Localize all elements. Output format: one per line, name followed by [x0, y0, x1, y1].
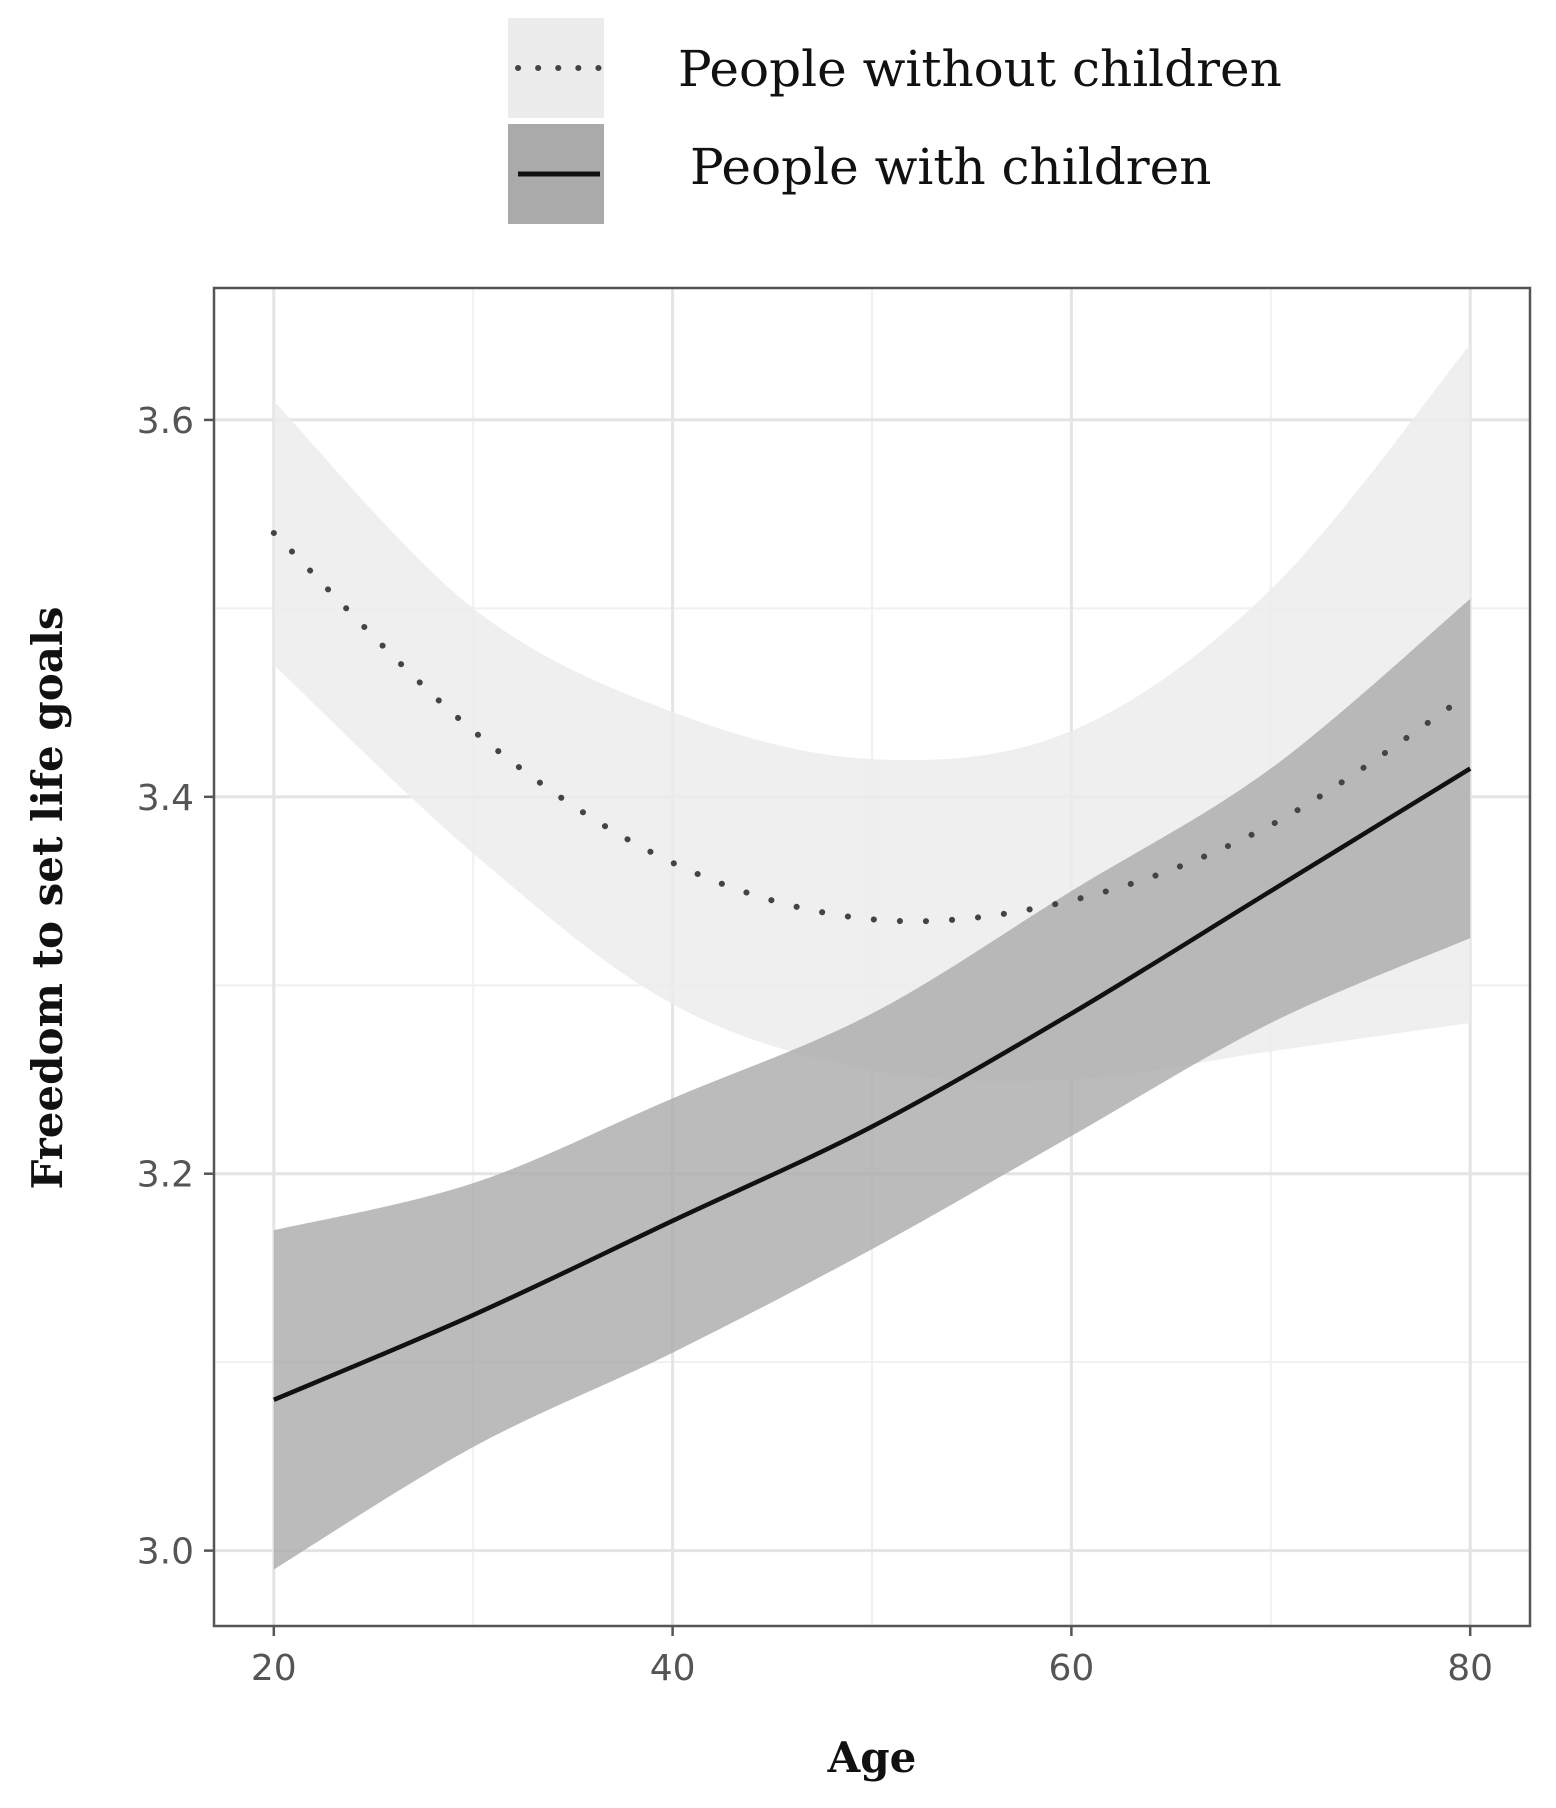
y-tick-label-0: 3.0 [137, 1532, 194, 1573]
y-tick-label-2: 3.4 [137, 778, 194, 819]
y-tick-label-1: 3.2 [137, 1155, 194, 1196]
x-tick-label-2: 60 [1048, 1648, 1094, 1689]
axis-ticks: 20 40 60 80 3.0 3.2 3.4 3.6 [137, 401, 1493, 1689]
x-tick-label-3: 80 [1447, 1648, 1493, 1689]
plot-border [212, 286, 1532, 1628]
x-axis-title: Age [827, 1733, 917, 1782]
y-tick-label-3: 3.6 [137, 401, 194, 442]
series-lines [270, 529, 1474, 1402]
legend-label-with-children: People with children [690, 138, 1211, 196]
series-line-with-children [272, 766, 1472, 1402]
x-tick-label-1: 40 [650, 1648, 696, 1689]
x-tick-label-0: 20 [251, 1648, 297, 1689]
y-axis-title: Freedom to set life goals [23, 606, 72, 1189]
ci-band-with-children [273, 598, 1471, 1570]
series-line-without-children [270, 529, 1474, 925]
legend-label-without-children: People without children [678, 40, 1282, 98]
legend: People without children People with chil… [508, 18, 1282, 224]
confidence-bands [273, 344, 1471, 1570]
